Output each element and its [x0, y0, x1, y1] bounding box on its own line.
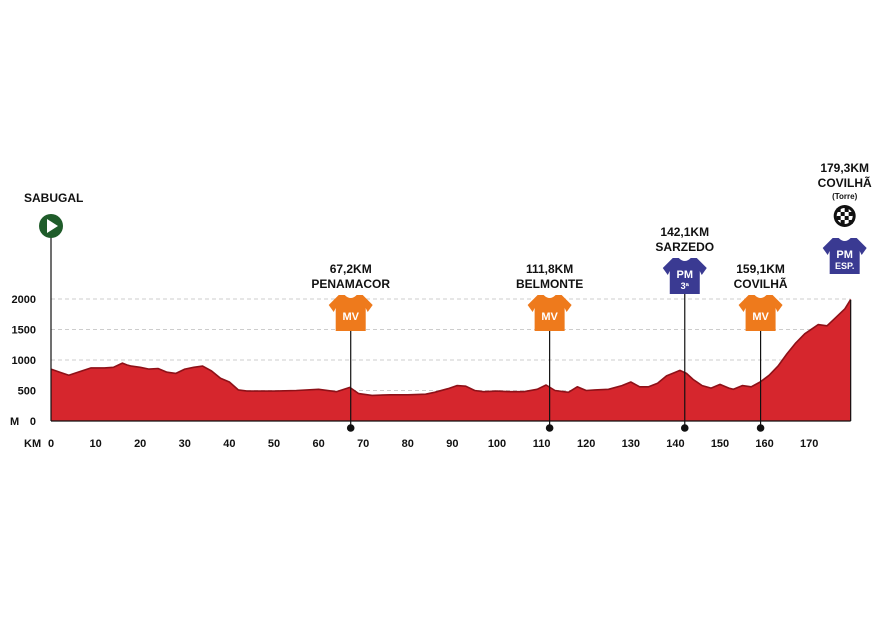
elevation-line: [50, 298, 852, 397]
jersey-shape: [328, 295, 373, 331]
marker-dot: [346, 424, 355, 432]
x-tick-label: 100: [488, 438, 506, 450]
x-tick-label: 60: [312, 438, 324, 450]
marker-place-label: BELMONTE: [516, 277, 583, 291]
elevation-area: [50, 298, 852, 421]
marker-dot: [545, 424, 554, 432]
play-icon: [39, 214, 63, 238]
y-tick-label: 2000: [12, 294, 36, 306]
y-tick-label: 0: [30, 416, 36, 428]
x-tick-label: 30: [179, 438, 191, 450]
x-tick-label: 110: [533, 438, 551, 450]
y-axis-label: M: [10, 416, 19, 428]
y-tick-label: 1500: [12, 325, 36, 337]
x-axis-label: KM: [24, 438, 41, 450]
marker-place-label: SARZEDO: [655, 240, 714, 254]
x-tick-label: 70: [357, 438, 369, 450]
jersey-sublabel: ESP.: [835, 261, 854, 271]
jersey-mv-icon: MV: [738, 295, 783, 331]
y-tick-label: 1000: [12, 355, 36, 367]
marker-km-label: 142,1KM: [660, 225, 709, 239]
jersey-label: MV: [752, 311, 769, 323]
elevation-fill: [51, 299, 851, 421]
x-tick-label: 50: [268, 438, 280, 450]
checker-square: [844, 216, 849, 220]
jersey-shape: [662, 258, 707, 294]
x-tick-label: 140: [666, 438, 684, 450]
x-tick-label: 160: [755, 438, 773, 450]
start-place-label: SABUGAL: [24, 191, 83, 205]
marker-dot: [756, 424, 765, 432]
route-markers: 67,2KMPENAMACORMV111,8KMBELMONTEMV142,1K…: [24, 161, 872, 432]
finish-km-label: 179,3KM: [820, 161, 869, 175]
jersey-shape: [822, 238, 867, 274]
marker-place-label: COVILHÃ: [734, 276, 788, 291]
marker-km-label: 67,2KM: [330, 262, 372, 276]
x-tick-label: 10: [89, 438, 101, 450]
x-tick-label: 130: [622, 438, 640, 450]
checker-square: [840, 212, 845, 216]
marker-dot: [680, 424, 689, 432]
marker-km-label: 111,8KM: [526, 262, 573, 276]
jersey-mv-icon: MV: [527, 295, 572, 331]
jersey-label: PM: [677, 269, 694, 281]
jersey-sublabel: 3ª: [681, 281, 690, 291]
marker-place-label: PENAMACOR: [311, 277, 390, 291]
checker-square: [840, 220, 845, 224]
checker-square: [844, 208, 849, 212]
finish-place-label: COVILHÃ: [818, 175, 872, 190]
x-tick-label: 20: [134, 438, 146, 450]
marker-km-label: 159,1KM: [736, 262, 785, 276]
checkered-flag-icon: [833, 205, 856, 227]
y-tick-label: 500: [18, 386, 36, 398]
jersey-label: MV: [342, 311, 359, 323]
x-tick-label: 80: [402, 438, 414, 450]
x-tick-label: 0: [48, 438, 54, 450]
x-tick-label: 170: [800, 438, 818, 450]
checker-square: [836, 216, 841, 220]
x-tick-label: 90: [446, 438, 458, 450]
checker-square: [848, 220, 853, 224]
finish-note-label: (Torre): [832, 192, 858, 201]
x-tick-label: 120: [577, 438, 595, 450]
checker-square: [848, 212, 853, 216]
x-tick-label: 40: [223, 438, 235, 450]
jersey-shape: [527, 295, 572, 331]
jersey-mv-icon: MV: [328, 295, 373, 331]
play-icon-triangle: [47, 219, 58, 233]
checker-square: [836, 208, 841, 212]
jersey-label: PM: [836, 249, 853, 261]
x-tick-label: 150: [711, 438, 729, 450]
jersey-label: MV: [541, 311, 558, 323]
jersey-shape: [738, 295, 783, 331]
